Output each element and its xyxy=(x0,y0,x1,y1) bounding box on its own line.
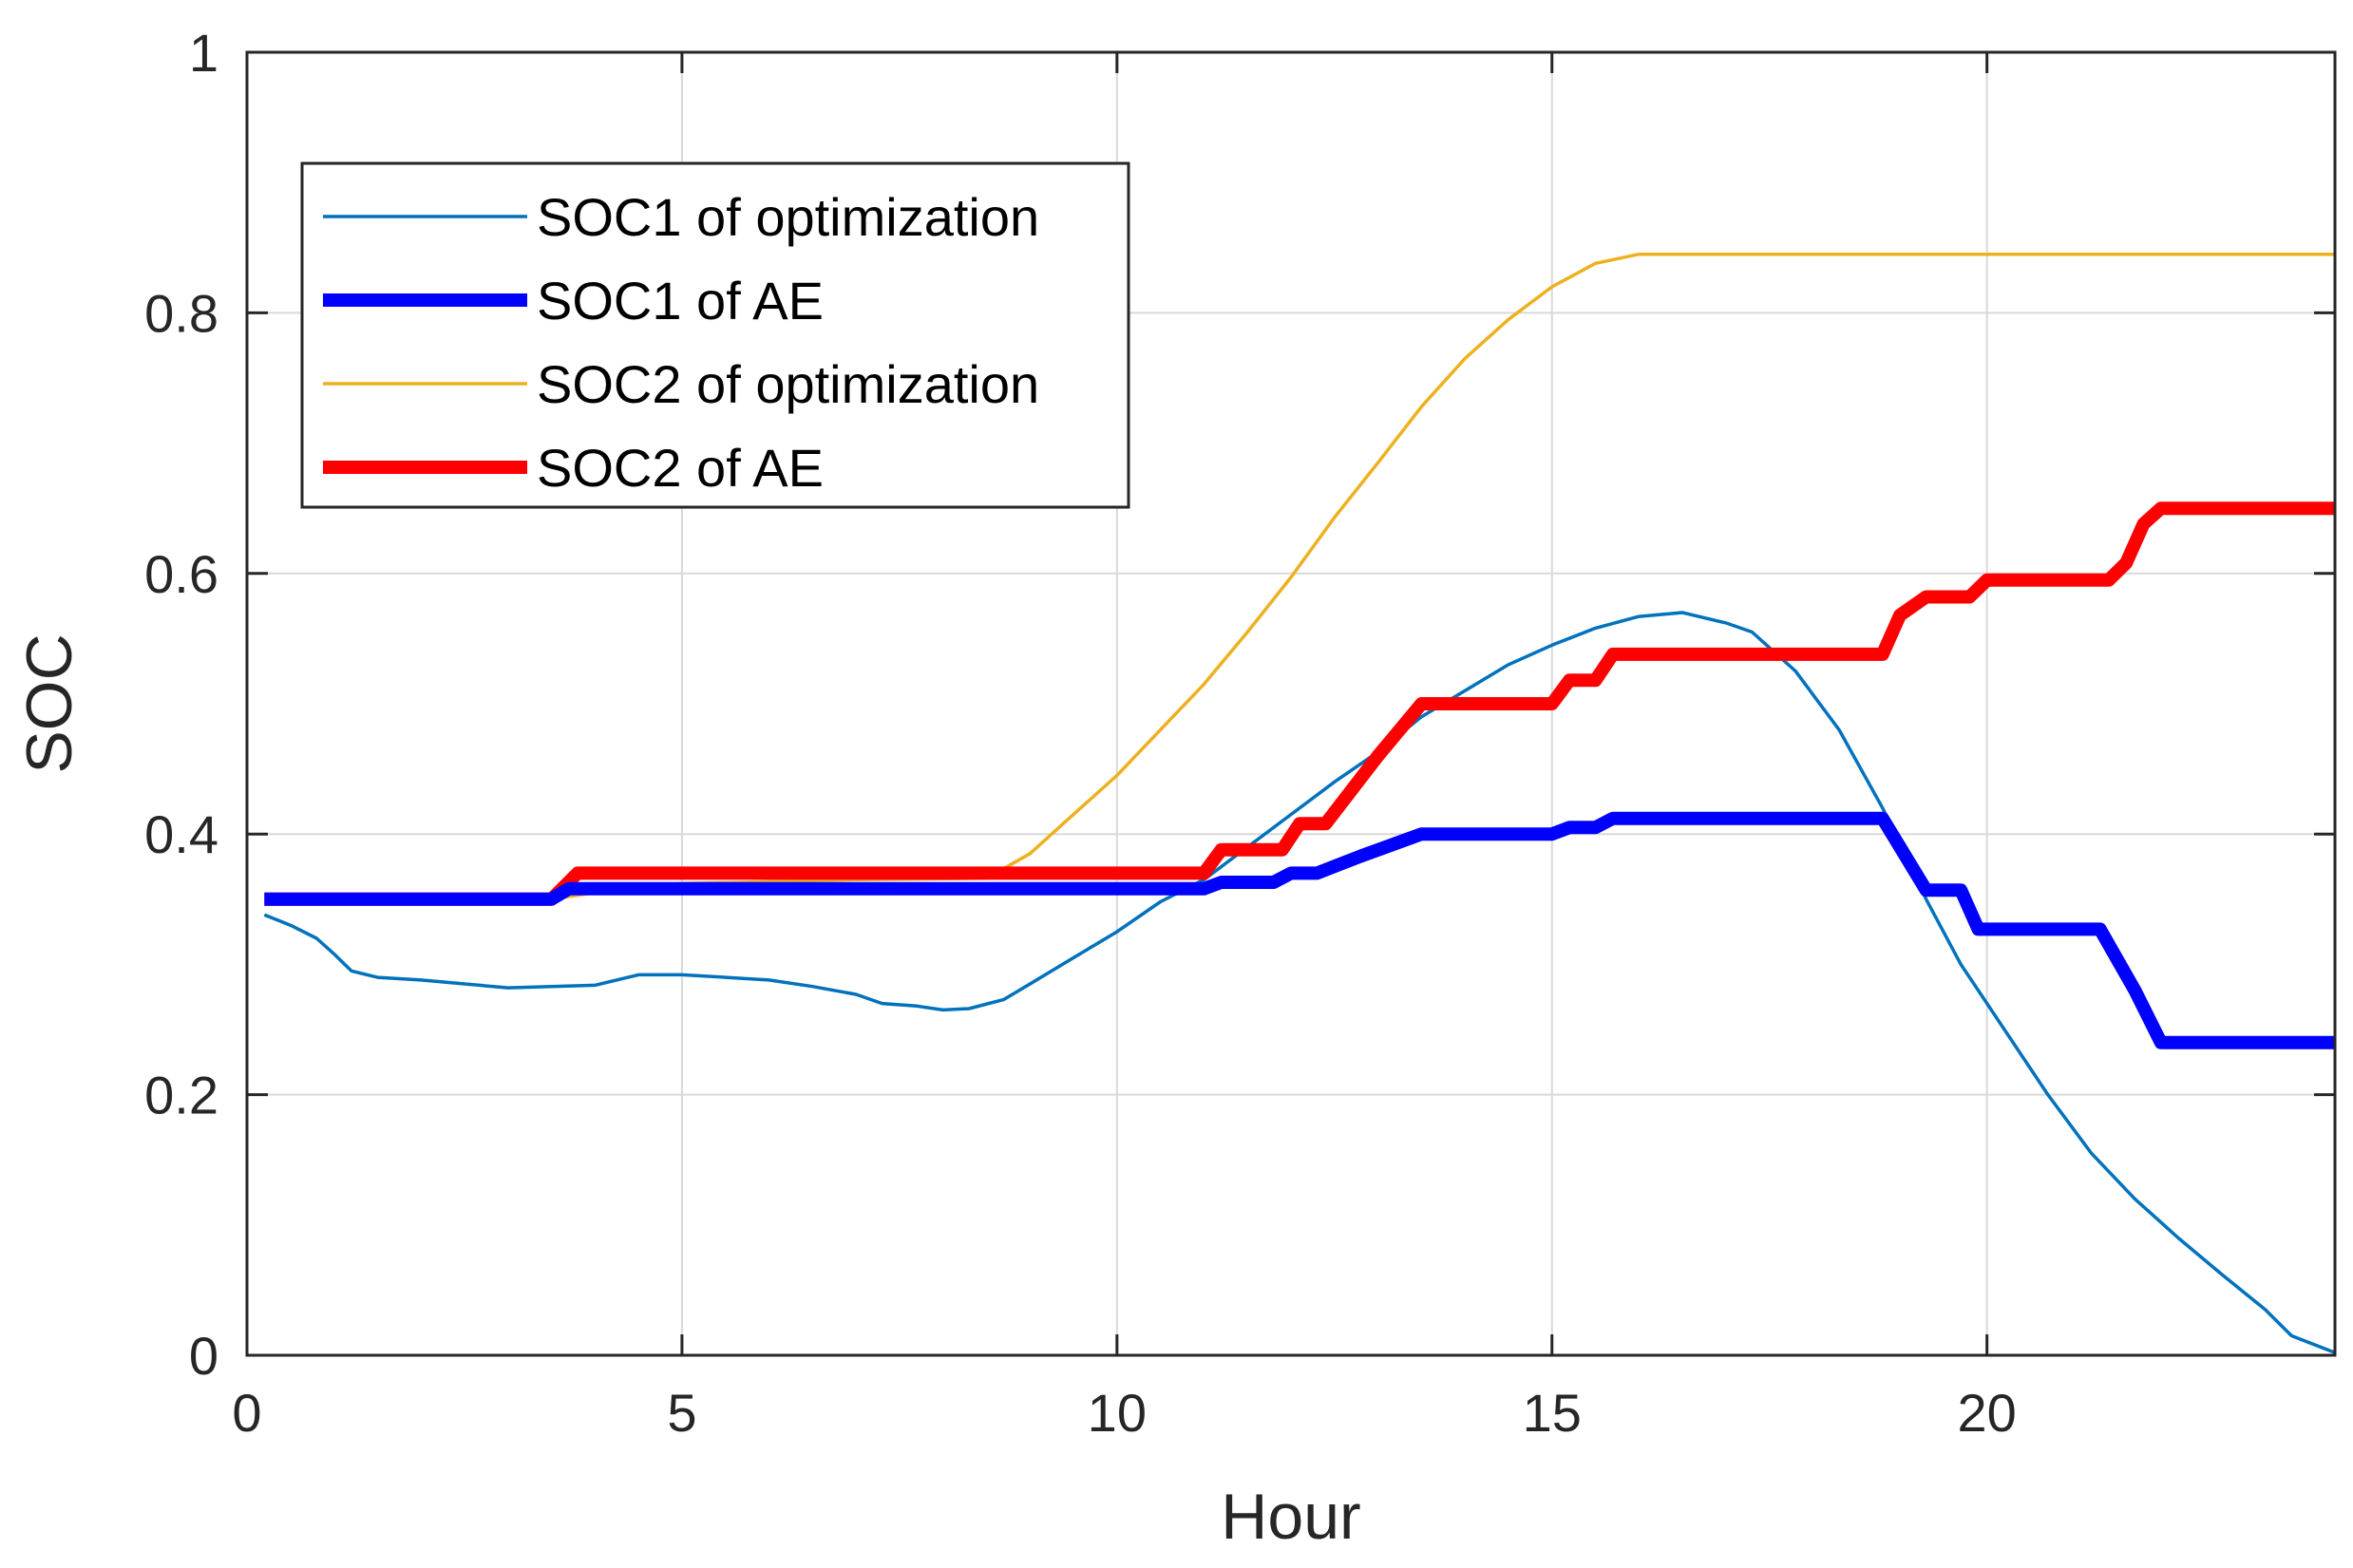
legend: SOC1 of optimization SOC1 of AE SOC2 of op… xyxy=(300,161,1130,509)
legend-label-4: SOC2 of AE xyxy=(537,438,824,498)
legend-label-2: SOC1 of AE xyxy=(537,271,824,331)
y-tick-label: 0.8 xyxy=(144,283,218,343)
x-tick-label: 5 xyxy=(667,1383,696,1443)
series-line-1 xyxy=(263,611,2336,1354)
axis-ticks: 0 5 10 15 20 0 0.2 0.4 0.6 0.8 1 xyxy=(144,23,2335,1443)
y-tick-label: 0.4 xyxy=(144,804,218,864)
y-axis-label: SOC xyxy=(13,633,85,773)
x-tick-label: 20 xyxy=(1958,1383,2017,1443)
x-tick-label: 10 xyxy=(1088,1383,1147,1443)
x-tick-label: 15 xyxy=(1523,1383,1582,1443)
x-axis-label: Hour xyxy=(1221,1481,1360,1553)
y-tick-label: 0.6 xyxy=(144,544,218,604)
y-tick-label: 0 xyxy=(189,1326,218,1386)
legend-label-3: SOC2 of optimization xyxy=(537,354,1039,414)
y-tick-label: 0.2 xyxy=(144,1066,218,1125)
y-tick-label: 1 xyxy=(189,23,218,83)
legend-box xyxy=(300,161,1130,509)
x-tick-label: 0 xyxy=(232,1383,261,1443)
series-line-4 xyxy=(264,501,2335,906)
legend-label-1: SOC1 of optimization xyxy=(537,187,1039,247)
plot-frame xyxy=(245,50,2337,1357)
series-line-2 xyxy=(264,811,2335,1049)
data-series xyxy=(263,252,2336,1354)
